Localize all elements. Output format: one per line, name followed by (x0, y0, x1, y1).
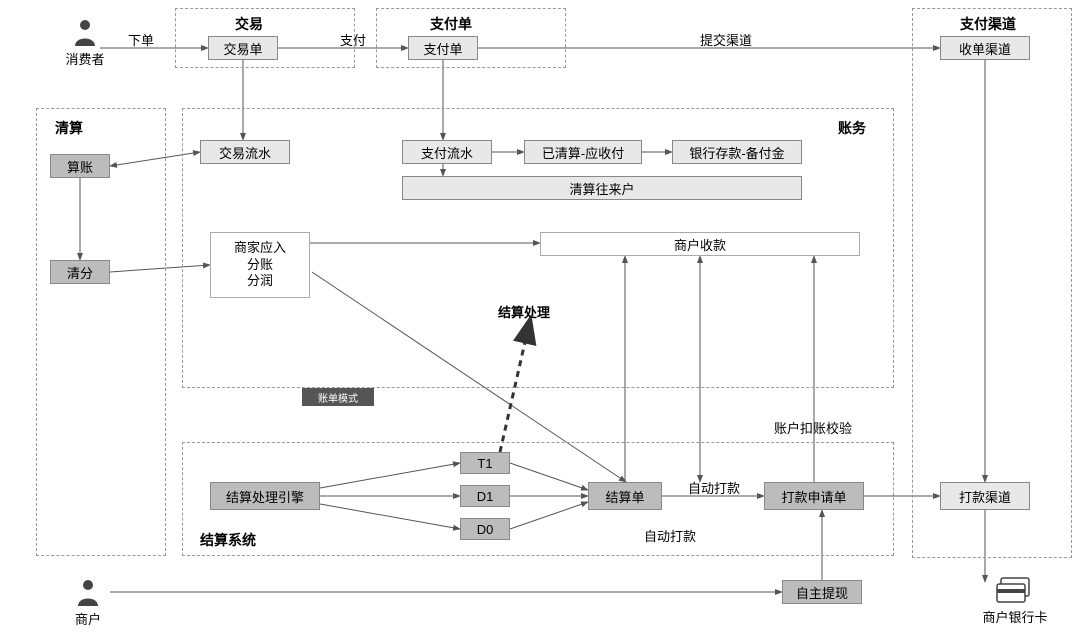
node-merchant-recv: 商户收款 (540, 232, 860, 256)
node-d1: D1 (460, 485, 510, 507)
node-settle-engine: 结算处理引擎 (210, 482, 320, 510)
node-qingfen: 清分 (50, 260, 110, 284)
group-clearing-title: 清算 (55, 118, 83, 138)
actor-merchant: 商户 (68, 578, 108, 628)
node-pay-order: 支付单 (408, 36, 478, 60)
actor-consumer: 消费者 (60, 18, 110, 68)
node-clearing-acct: 清算往来户 (402, 176, 802, 200)
label-auto-pay1: 自动打款 (688, 478, 740, 497)
label-acct-check: 账户扣账校验 (774, 418, 852, 437)
node-suanzhang: 算账 (50, 154, 110, 178)
node-pay-channel: 打款渠道 (940, 482, 1030, 510)
group-payorder-title: 支付单 (430, 14, 472, 34)
node-cleared-rec: 已清算-应收付 (524, 140, 642, 164)
node-trade-flow: 交易流水 (200, 140, 290, 164)
group-channel-title: 支付渠道 (960, 14, 1016, 34)
label-submit-chan: 提交渠道 (700, 30, 752, 49)
group-channel (912, 8, 1072, 558)
label-pay: 支付 (340, 30, 366, 49)
group-account-title: 账务 (838, 118, 866, 138)
node-bill-mode: 账单模式 (302, 388, 374, 406)
group-settle-title: 结算系统 (200, 530, 256, 550)
node-bank-reserve: 银行存款-备付金 (672, 140, 802, 164)
node-d0: D0 (460, 518, 510, 540)
node-self-withdraw: 自主提现 (782, 580, 862, 604)
node-pay-flow: 支付流水 (402, 140, 492, 164)
label-settle-proc: 结算处理 (498, 302, 550, 321)
node-settle-order: 结算单 (588, 482, 662, 510)
label-place-order: 下单 (128, 30, 154, 49)
actor-merchant-card-label: 商户银行卡 (970, 607, 1060, 626)
node-t1: T1 (460, 452, 510, 474)
actor-consumer-label: 消费者 (60, 49, 110, 68)
label-auto-pay2: 自动打款 (644, 526, 696, 545)
actor-merchant-card: 商户银行卡 (970, 576, 1060, 626)
node-trade-order: 交易单 (208, 36, 278, 60)
node-recv-channel: 收单渠道 (940, 36, 1030, 60)
node-pay-request: 打款申请单 (764, 482, 864, 510)
group-trade-title: 交易 (235, 14, 263, 34)
actor-merchant-label: 商户 (68, 609, 108, 628)
node-merchant-in: 商家应入 分账 分润 (210, 232, 310, 298)
